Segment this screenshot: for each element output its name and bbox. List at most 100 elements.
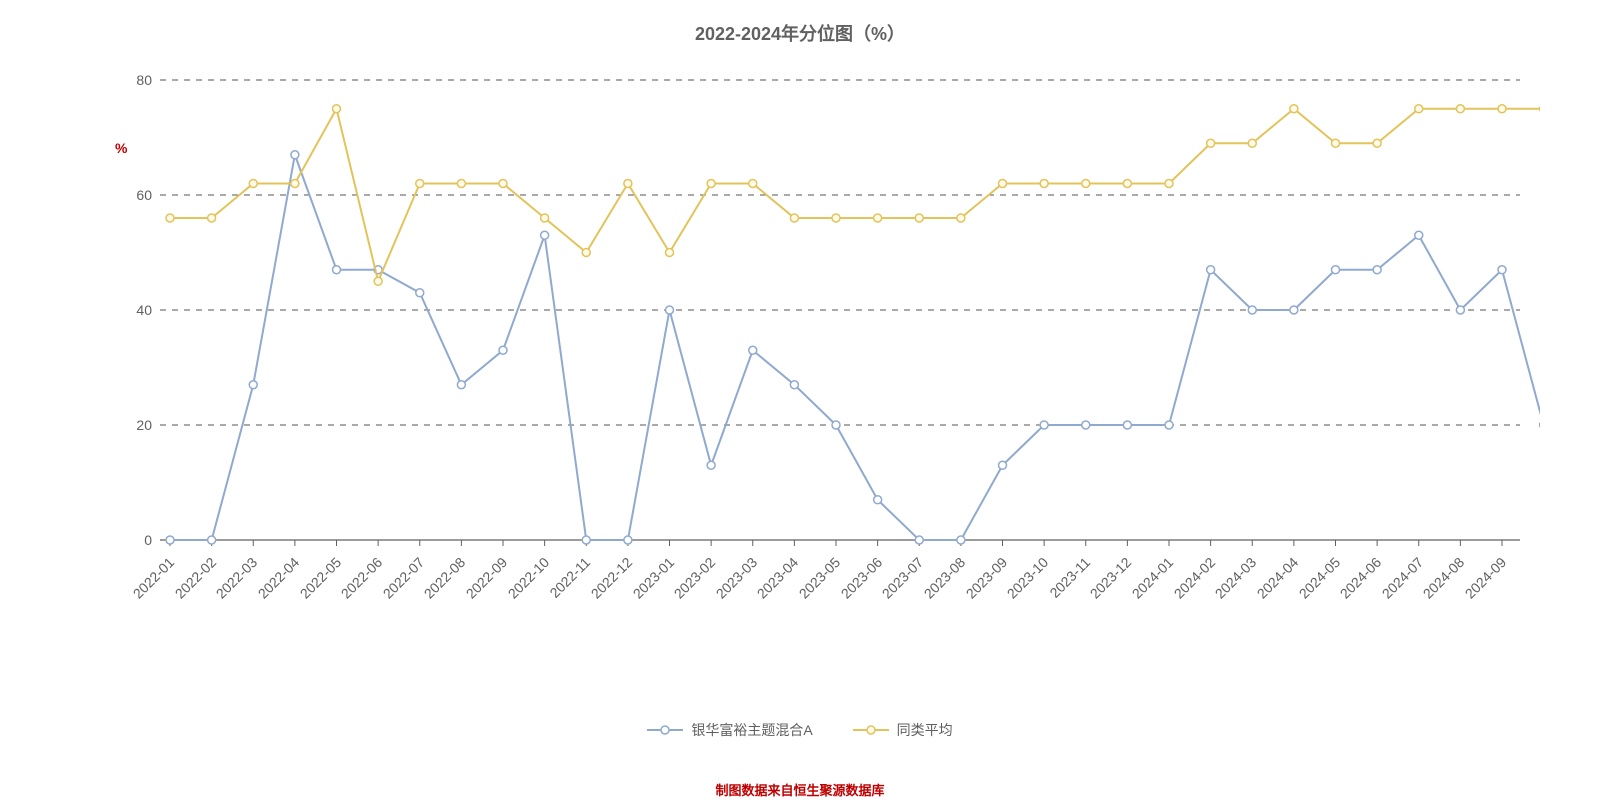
series-marker — [874, 214, 882, 222]
series-marker — [166, 536, 174, 544]
x-tick-label: 2023-03 — [712, 554, 760, 602]
series-marker — [166, 214, 174, 222]
series-marker — [249, 180, 257, 188]
series-marker — [416, 180, 424, 188]
x-tick-label: 2022-08 — [421, 554, 469, 602]
x-tick-label: 2024-02 — [1170, 554, 1218, 602]
series-marker — [291, 151, 299, 159]
series-marker — [208, 536, 216, 544]
x-tick-label: 2023-02 — [671, 554, 719, 602]
legend-label: 同类平均 — [897, 720, 953, 740]
series-marker — [1248, 139, 1256, 147]
series-marker — [1498, 266, 1506, 274]
series-marker — [624, 180, 632, 188]
x-tick-label: 2023-01 — [629, 554, 677, 602]
x-tick-label: 2023-07 — [879, 554, 927, 602]
y-tick-label: 80 — [136, 72, 152, 88]
x-tick-label: 2024-08 — [1420, 554, 1468, 602]
series-marker — [1123, 180, 1131, 188]
x-tick-label: 2023-10 — [1004, 554, 1052, 602]
y-tick-label: 20 — [136, 417, 152, 433]
x-tick-label: 2024-09 — [1462, 554, 1510, 602]
y-tick-label: 40 — [136, 302, 152, 318]
series-marker — [1415, 105, 1423, 113]
series-marker — [1207, 139, 1215, 147]
series-marker — [1040, 421, 1048, 429]
x-tick-label: 2022-10 — [504, 554, 552, 602]
series-marker — [333, 105, 341, 113]
x-tick-label: 2022-06 — [338, 554, 386, 602]
x-tick-label: 2022-07 — [379, 554, 427, 602]
x-tick-label: 2023-11 — [1046, 554, 1093, 601]
y-tick-label: 0 — [144, 532, 152, 548]
series-marker — [1456, 306, 1464, 314]
x-tick-label: 2023-09 — [962, 554, 1010, 602]
legend-item: 同类平均 — [853, 720, 953, 740]
series-marker — [832, 214, 840, 222]
series-marker — [1373, 266, 1381, 274]
series-marker — [582, 536, 590, 544]
series-marker — [1498, 105, 1506, 113]
series-marker — [291, 180, 299, 188]
series-marker — [1040, 180, 1048, 188]
series-marker — [1082, 180, 1090, 188]
series-marker — [499, 180, 507, 188]
x-tick-label: 2022-11 — [547, 554, 594, 601]
series-line — [170, 155, 1540, 540]
x-tick-label: 2022-02 — [171, 554, 219, 602]
series-marker — [582, 249, 590, 257]
series-marker — [1456, 105, 1464, 113]
series-marker — [790, 381, 798, 389]
series-marker — [957, 536, 965, 544]
series-marker — [541, 231, 549, 239]
series-marker — [1165, 180, 1173, 188]
y-tick-label: 60 — [136, 187, 152, 203]
series-marker — [832, 421, 840, 429]
series-marker — [666, 306, 674, 314]
x-tick-label: 2022-01 — [130, 554, 178, 602]
x-tick-label: 2024-05 — [1295, 554, 1343, 602]
x-tick-label: 2023-05 — [796, 554, 844, 602]
x-tick-label: 2023-08 — [921, 554, 969, 602]
x-tick-label: 2022-03 — [213, 554, 261, 602]
legend-item: 银华富裕主题混合A — [647, 720, 812, 740]
series-marker — [666, 249, 674, 257]
x-tick-label: 2024-04 — [1254, 554, 1302, 602]
series-marker — [249, 381, 257, 389]
chart-legend: 银华富裕主题混合A 同类平均 — [0, 720, 1600, 740]
series-marker — [1332, 139, 1340, 147]
x-tick-label: 2022-09 — [463, 554, 511, 602]
series-marker — [457, 381, 465, 389]
series-marker — [374, 277, 382, 285]
x-tick-label: 2024-07 — [1378, 554, 1426, 602]
series-marker — [1290, 306, 1298, 314]
series-marker — [1207, 266, 1215, 274]
x-tick-label: 2022-12 — [588, 554, 636, 602]
series-marker — [749, 180, 757, 188]
series-marker — [790, 214, 798, 222]
series-marker — [999, 461, 1007, 469]
series-marker — [333, 266, 341, 274]
series-marker — [208, 214, 216, 222]
chart-footer: 制图数据来自恒生聚源数据库 — [0, 780, 1600, 799]
series-marker — [1248, 306, 1256, 314]
series-line — [170, 109, 1540, 282]
x-tick-label: 2024-06 — [1337, 554, 1385, 602]
series-marker — [915, 214, 923, 222]
series-marker — [874, 496, 882, 504]
series-marker — [541, 214, 549, 222]
series-marker — [1373, 139, 1381, 147]
x-tick-label: 2024-03 — [1212, 554, 1260, 602]
legend-label: 银华富裕主题混合A — [691, 720, 812, 740]
series-marker — [416, 289, 424, 297]
chart-plot: 0 20 40 60 80 — [120, 70, 1540, 550]
series-marker — [749, 346, 757, 354]
series-marker — [624, 536, 632, 544]
x-tick-label: 2023-12 — [1087, 554, 1135, 602]
series-marker — [1123, 421, 1131, 429]
x-tick-label: 2022-05 — [296, 554, 344, 602]
series-marker — [1165, 421, 1173, 429]
x-tick-label: 2023-06 — [837, 554, 885, 602]
series-marker — [1415, 231, 1423, 239]
series-marker — [1332, 266, 1340, 274]
